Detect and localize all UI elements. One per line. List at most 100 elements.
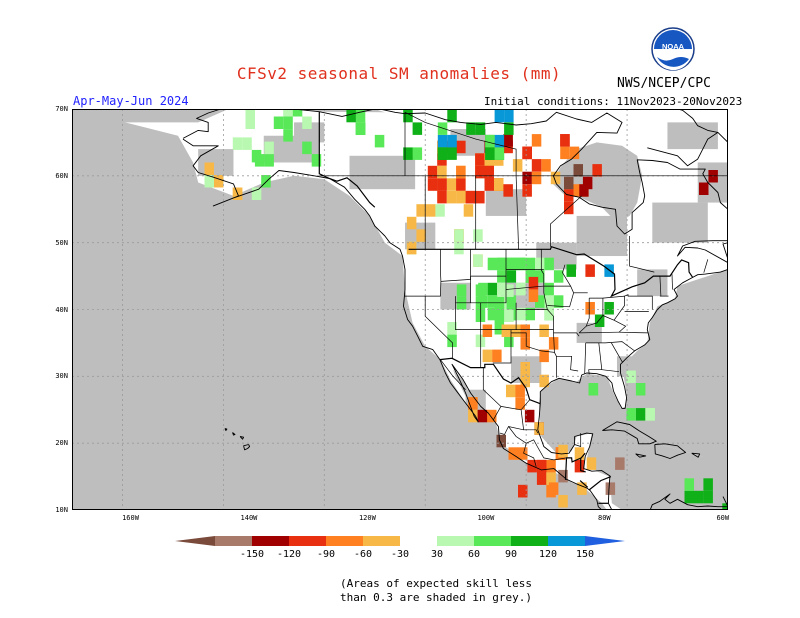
anomaly-cell-252 bbox=[703, 490, 713, 504]
legend-label: -90 bbox=[316, 549, 336, 560]
state-border-30 bbox=[601, 369, 620, 373]
anomaly-cell-113 bbox=[204, 175, 214, 188]
anomaly-cell-81 bbox=[494, 147, 505, 160]
anomaly-cell-242 bbox=[588, 383, 599, 396]
anomaly-cell-112 bbox=[242, 137, 252, 150]
lon-label: 60W bbox=[716, 514, 730, 522]
anomaly-cell-159 bbox=[544, 307, 554, 321]
anomaly-cell-61 bbox=[560, 134, 570, 147]
anomaly-cell-83 bbox=[447, 109, 457, 123]
state-border-50 bbox=[520, 409, 539, 434]
state-border-46 bbox=[703, 259, 709, 273]
anomaly-cell-116 bbox=[251, 149, 262, 163]
anomaly-cell-241 bbox=[645, 408, 655, 421]
legend-label: -60 bbox=[353, 549, 373, 560]
anomaly-cell-200 bbox=[508, 447, 518, 460]
skill-note-line1: (Areas of expected skill less bbox=[339, 577, 533, 590]
anomaly-cell-75 bbox=[485, 134, 495, 148]
anomaly-cell-272 bbox=[585, 264, 595, 277]
lat-label: 30N bbox=[55, 372, 68, 381]
anomaly-cell-207 bbox=[574, 447, 585, 460]
legend-swatch-3 bbox=[289, 536, 326, 546]
initial-conditions-label: Initial conditions: 11Nov2023-20Nov2023 bbox=[484, 95, 743, 108]
anomaly-cell-17 bbox=[465, 190, 476, 204]
anomaly-cell-172 bbox=[494, 322, 505, 335]
anomaly-cell-114 bbox=[251, 187, 262, 200]
anomaly-cell-65 bbox=[437, 134, 448, 148]
anomaly-cell-38 bbox=[456, 190, 466, 204]
map-title: CFSv2 seasonal SM anomalies (mm) bbox=[236, 64, 562, 83]
anomaly-cell-199 bbox=[574, 459, 585, 473]
anomaly-cell-187 bbox=[482, 349, 493, 363]
anomaly-cell-235 bbox=[406, 241, 417, 255]
anomaly-cell-218 bbox=[477, 409, 488, 423]
anomaly-cell-232 bbox=[463, 204, 474, 217]
anomaly-cell-77 bbox=[437, 147, 448, 160]
anomaly-cell-103 bbox=[283, 116, 293, 129]
anomaly-cell-101 bbox=[273, 116, 284, 129]
lon-label: 100W bbox=[477, 514, 495, 522]
anomaly-cell-266 bbox=[582, 176, 593, 190]
country-border-2 bbox=[439, 357, 541, 405]
legend-swatch-1 bbox=[215, 536, 252, 546]
anomaly-cell-15 bbox=[456, 140, 466, 154]
low-skill-area-10 bbox=[652, 202, 708, 243]
lon-label: 160W bbox=[122, 514, 139, 522]
season-label: Apr-May-Jun 2024 bbox=[73, 94, 189, 108]
country-border-3 bbox=[564, 452, 586, 480]
anomaly-cell-230 bbox=[425, 204, 436, 217]
state-border-23 bbox=[578, 298, 590, 334]
anomaly-cell-244 bbox=[548, 482, 559, 495]
state-border-47 bbox=[440, 359, 466, 390]
country-border-6 bbox=[588, 476, 612, 491]
state-border-9 bbox=[492, 329, 512, 364]
anomaly-cell-128 bbox=[525, 257, 535, 271]
anomaly-cell-105 bbox=[245, 109, 255, 117]
legend-label: 60 bbox=[467, 549, 481, 560]
legend-swatch-7 bbox=[437, 536, 474, 546]
anomaly-cell-246 bbox=[586, 457, 597, 470]
anomaly-cell-51 bbox=[579, 184, 589, 197]
anomaly-cell-152 bbox=[497, 257, 507, 271]
state-border-45 bbox=[629, 236, 655, 273]
political-borders bbox=[318, 111, 728, 504]
color-legend bbox=[175, 536, 625, 546]
anomaly-cell-148 bbox=[535, 295, 545, 308]
anomaly-cell-257 bbox=[703, 478, 713, 491]
anomaly-cell-108 bbox=[204, 162, 214, 175]
anomaly-cell-214 bbox=[515, 384, 525, 398]
anomaly-cell-210 bbox=[487, 409, 497, 423]
anomaly-cell-45 bbox=[522, 171, 532, 185]
anomaly-cell-88 bbox=[355, 109, 366, 123]
coastline-17 bbox=[677, 109, 728, 143]
anomaly-cell-186 bbox=[492, 349, 502, 363]
anomaly-cell-167 bbox=[504, 284, 514, 297]
anomaly-cell-93 bbox=[403, 109, 413, 123]
anomaly-cell-233 bbox=[473, 229, 483, 242]
anomaly-cell-166 bbox=[447, 322, 457, 335]
anomaly-cell-43 bbox=[569, 146, 580, 160]
state-border-11 bbox=[505, 249, 545, 290]
anomaly-cell-184 bbox=[539, 349, 549, 363]
noaa-logo-text: NOAA bbox=[662, 42, 685, 51]
state-border-19 bbox=[547, 305, 570, 308]
anomaly-cell-253 bbox=[684, 490, 694, 504]
coastline-18 bbox=[647, 132, 719, 167]
anomaly-cell-256 bbox=[693, 490, 704, 504]
anomaly-cell-276 bbox=[528, 276, 539, 290]
low-skill-area-19 bbox=[667, 122, 718, 150]
anomaly-cell-277 bbox=[594, 314, 605, 327]
legend-label: -150 bbox=[239, 549, 265, 560]
anomaly-cell-46 bbox=[531, 134, 542, 147]
anomaly-cell-55 bbox=[503, 134, 513, 147]
coastline-8 bbox=[232, 432, 236, 436]
legend-swatch-4 bbox=[326, 536, 363, 546]
anomaly-cell-181 bbox=[511, 324, 521, 337]
coastline-0 bbox=[182, 138, 603, 510]
coastline-2 bbox=[539, 268, 728, 409]
anomaly-cell-247 bbox=[558, 444, 568, 458]
anomaly-cell-79 bbox=[494, 109, 505, 123]
anomaly-cell-56 bbox=[569, 184, 580, 197]
anomaly-cell-196 bbox=[546, 472, 556, 485]
anomaly-cell-98 bbox=[283, 109, 293, 117]
